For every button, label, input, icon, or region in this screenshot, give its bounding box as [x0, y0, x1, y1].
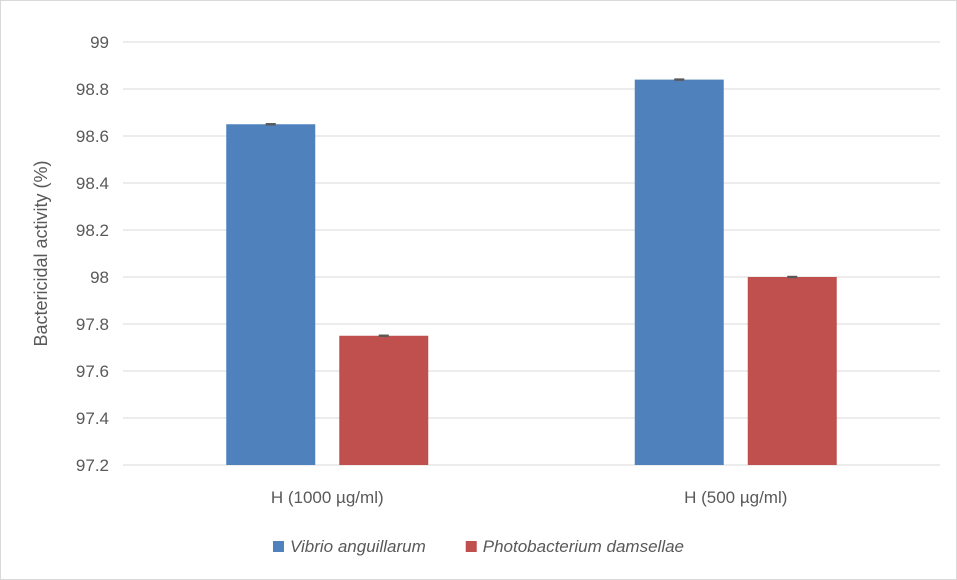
y-tick-label: 98: [90, 268, 109, 287]
y-tick-label: 98.2: [76, 221, 109, 240]
y-tick-label: 99: [90, 33, 109, 52]
bar-series-0-cat-1: [634, 79, 724, 465]
legend-item-0: Vibrio anguillarum: [272, 537, 426, 556]
bar-series-0-cat-0: [226, 124, 316, 465]
y-tick-label: 98.6: [76, 127, 109, 146]
y-tick-label: 98.4: [76, 174, 109, 193]
x-tick-label: H (1000 µg/ml): [271, 488, 384, 507]
legend-label: Vibrio anguillarum: [290, 537, 426, 556]
y-tick-labels: 97.2 97.4 97.6 97.8 98 98.2 98.4 98.6 98.8 99: [76, 33, 109, 475]
legend-item-1: Photobacterium damsellae: [465, 537, 684, 556]
legend-swatch: [272, 541, 284, 552]
bar-series-1-cat-1: [747, 277, 837, 465]
error-bars: [265, 78, 798, 337]
legend: Vibrio anguillarum Photobacterium damsell…: [272, 537, 684, 556]
y-tick-label: 97.2: [76, 456, 109, 475]
y-tick-label: 97.8: [76, 315, 109, 334]
y-tick-label: 98.8: [76, 80, 109, 99]
bars: [226, 79, 837, 465]
y-axis-title: Bactericidal activity (%): [31, 160, 51, 346]
x-tick-labels: H (1000 µg/ml) H (500 µg/ml): [271, 488, 788, 507]
y-tick-label: 97.6: [76, 362, 109, 381]
legend-label: Photobacterium damsellae: [483, 537, 684, 556]
y-tick-label: 97.4: [76, 409, 109, 428]
legend-swatch: [465, 541, 477, 552]
x-tick-label: H (500 µg/ml): [684, 488, 787, 507]
bar-series-1-cat-0: [339, 335, 429, 465]
